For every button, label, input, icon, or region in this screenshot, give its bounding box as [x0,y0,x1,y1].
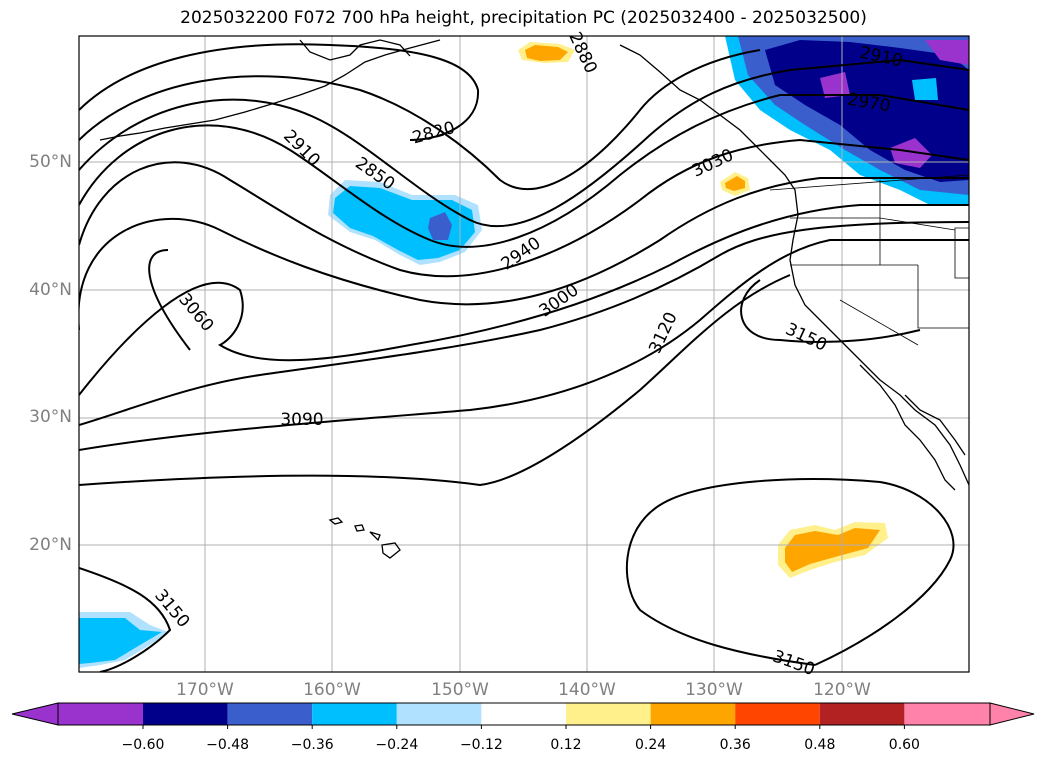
colorbar-box [143,703,228,725]
hawaii-island [381,542,401,559]
contour-line [740,279,921,343]
precip-area [912,78,938,100]
gulf-california [904,394,966,456]
colorbar-box [481,703,566,725]
lat-label: 20°N [29,535,72,555]
contour-line [148,249,191,351]
colorbar-tick-label: −0.60 [121,737,165,753]
contour-label: 3090 [280,410,323,430]
lon-label: 150°W [431,680,489,700]
colorbar-tick-label: 0.36 [719,737,751,753]
lat-label: 30°N [29,407,72,427]
precip-area [725,176,745,191]
graticule [79,36,969,672]
colorbar-box [735,703,820,725]
hawaii-island [328,517,344,525]
colorbar-tick-label: 0.60 [888,737,920,753]
colorbar-tick-label: −0.36 [290,737,334,753]
colorbar-box [566,703,651,725]
precip-area [428,212,452,240]
state-border [917,265,969,329]
baja-california [859,364,956,491]
hawaii-island [369,531,381,542]
colorbar-tick-label: 0.24 [635,737,667,753]
colorbar-extend-high [989,702,1035,726]
contour-line [625,478,955,666]
map-frame [78,35,970,673]
precip-area [890,138,932,168]
contour-line [79,94,969,248]
precip-area [79,618,162,664]
lon-label: 160°W [303,680,361,700]
alaska-coast [299,39,411,61]
lon-label: 120°W [813,680,871,700]
colorbar-box [312,703,397,725]
colorbar-box [650,703,736,725]
contour-line [79,567,172,672]
contour-line [79,274,791,487]
colorbar-tick-label: 0.12 [550,737,582,753]
lon-label: 130°W [685,680,743,700]
contour-line [79,138,969,278]
lat-label: 50°N [29,152,72,172]
colorbar-tick-label: −0.48 [206,737,250,753]
contour-line [79,204,969,396]
colorbar-box [58,703,143,725]
map-title: 2025032200 F072 700 hPa height, precipit… [180,8,867,28]
contour-line [79,177,969,330]
colorbar-box [396,703,482,725]
contour-line [79,43,480,141]
hawaii-island [354,524,365,532]
state-border [790,217,956,231]
contour-line [79,239,969,451]
precip-area [785,528,880,572]
colorbar-tick-label: −0.12 [459,737,503,753]
colorbar-box [819,703,905,725]
aleutian-coast [99,39,441,141]
colorbar-extend-low [11,702,59,726]
precip-area [525,45,568,61]
lon-label: 140°W [558,680,616,700]
colorbar-box [904,703,990,725]
precipitation-shading [79,36,969,668]
state-border [839,299,919,346]
coastlines [99,39,969,559]
state-border [954,227,969,279]
contour-line [79,58,969,228]
precip-area [925,40,969,65]
colorbar-frame [57,702,991,726]
colorbar-tick-label: −0.24 [375,737,419,753]
height-contours [79,43,969,672]
lat-label: 40°N [29,280,72,300]
colorbar [11,702,1035,729]
north-america-coast [619,44,969,486]
contour-line [79,221,969,426]
lon-label: 170°W [176,680,234,700]
colorbar-box [227,703,313,725]
colorbar-tick-label: 0.48 [804,737,836,753]
contour-line [79,49,761,191]
